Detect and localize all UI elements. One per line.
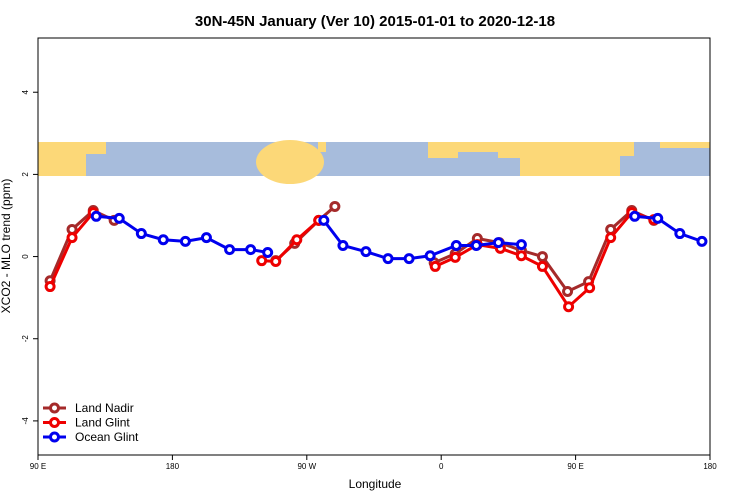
map-band	[38, 140, 710, 184]
legend-marker	[49, 431, 60, 443]
point	[66, 232, 78, 244]
point	[429, 260, 441, 272]
legend-marker	[49, 402, 60, 414]
point	[652, 212, 664, 224]
point	[113, 212, 125, 224]
y-tick-label: 4	[21, 89, 30, 94]
point	[424, 250, 436, 262]
point	[605, 232, 617, 244]
legend-label: Land Nadir	[75, 401, 134, 415]
point	[44, 281, 56, 293]
point	[536, 260, 548, 272]
point	[515, 250, 527, 262]
point	[360, 246, 372, 258]
point	[135, 228, 147, 240]
x-tick-label: 90 E	[567, 462, 583, 471]
x-tick-label: 180	[703, 462, 717, 471]
point	[470, 239, 482, 251]
point	[536, 251, 548, 263]
point	[224, 244, 236, 256]
point	[179, 235, 191, 247]
y-tick-label: 0	[21, 254, 30, 259]
point	[403, 253, 415, 265]
point	[515, 239, 527, 251]
y-tick-label: -4	[21, 417, 30, 425]
point	[337, 239, 349, 251]
legend-marker	[49, 417, 60, 428]
point	[584, 282, 596, 294]
x-tick-label: 0	[439, 462, 444, 471]
point	[200, 232, 212, 244]
point	[562, 285, 574, 297]
x-axis-label: Longitude	[349, 477, 402, 491]
chart-title: 30N-45N January (Ver 10) 2015-01-01 to 2…	[195, 13, 555, 30]
legend-label: Land Glint	[75, 416, 130, 430]
y-axis-label: XCO2 - MLO trend (ppm)	[0, 179, 13, 314]
x-tick-label: 90 W	[297, 462, 316, 471]
point	[674, 228, 686, 240]
point	[262, 246, 274, 258]
plot-frame	[37, 37, 711, 456]
point	[245, 244, 257, 256]
point	[270, 255, 282, 267]
legend-label: Ocean Glint	[75, 430, 139, 444]
point	[563, 301, 575, 313]
point	[382, 253, 394, 265]
x-tick-label: 90 E	[30, 462, 46, 471]
point	[629, 210, 641, 222]
point	[318, 214, 330, 226]
point	[450, 239, 462, 251]
point	[449, 251, 461, 263]
point	[90, 210, 102, 222]
y-tick-label: -2	[21, 335, 30, 343]
point	[291, 234, 303, 246]
y-tick-label: 2	[21, 172, 30, 177]
point	[157, 234, 169, 246]
point	[696, 235, 708, 247]
point	[329, 200, 341, 212]
point	[492, 237, 504, 249]
point	[256, 255, 268, 267]
x-tick-label: 180	[166, 462, 180, 471]
